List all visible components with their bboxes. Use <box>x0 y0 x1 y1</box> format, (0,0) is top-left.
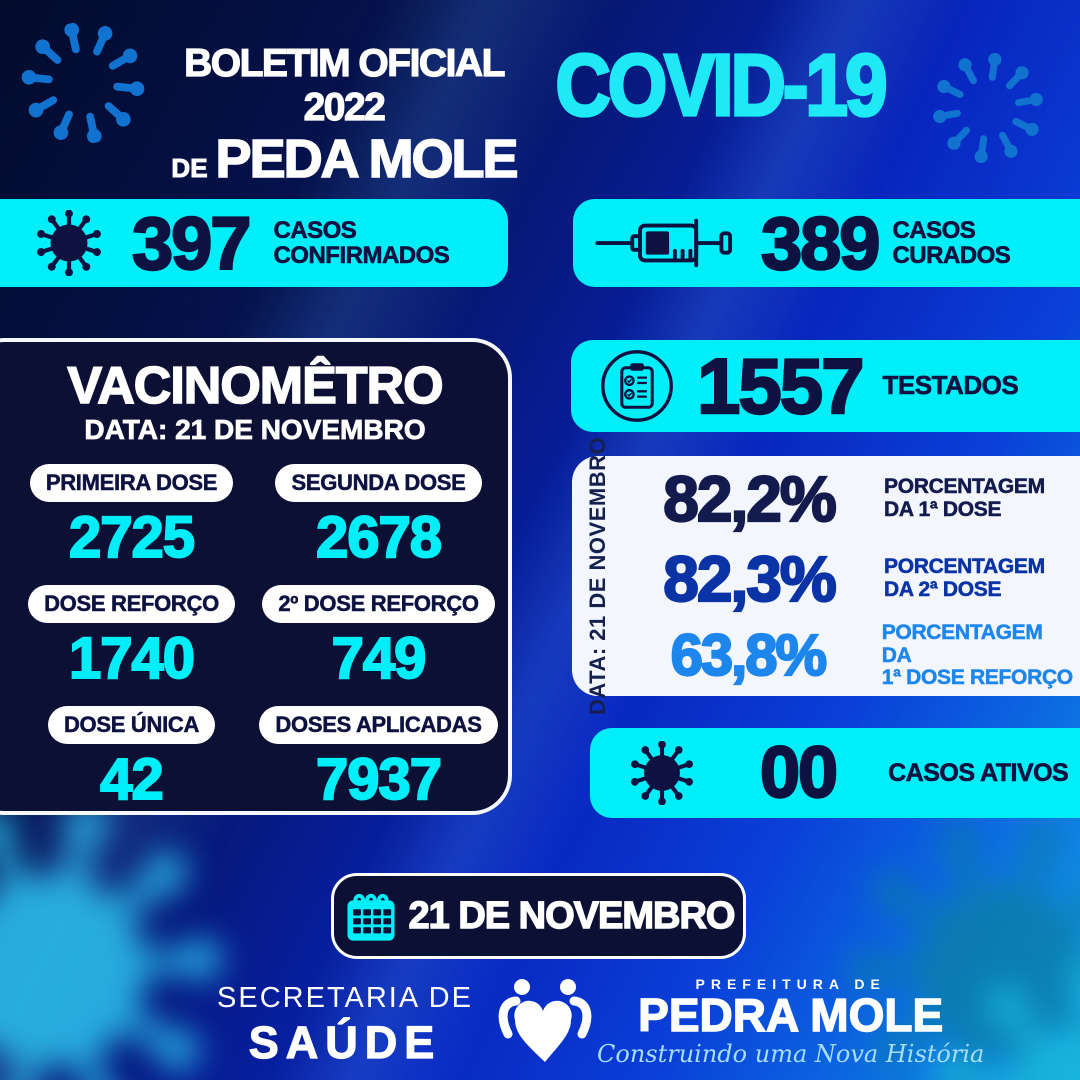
dose-label-badge: SEGUNDA DOSE <box>275 464 482 502</box>
dose-cell-reforco2: 2º DOSE REFORÇO 749 <box>255 585 502 692</box>
dose-value: 7937 <box>315 746 443 813</box>
dose-value: 1740 <box>68 625 196 692</box>
date-badge: 21 DE NOVEMBRO <box>331 873 746 959</box>
dose-cell-aplicadas: DOSES APLICADAS 7937 <box>255 706 502 813</box>
percentage-panel: DATA: 21 DE NOVEMBRO 82,2% PORCENTAGEM D… <box>572 436 1080 716</box>
dose-label-badge: DOSE REFORÇO <box>28 585 235 623</box>
percentage-row-1st-dose: 82,2% PORCENTAGEM DA 1ª DOSE <box>624 462 1076 536</box>
dose-value: 2725 <box>68 504 196 571</box>
vacinometro-date: DATA: 21 DE NOVEMBRO <box>84 414 426 446</box>
clipboard-check-icon <box>599 348 675 424</box>
confirmed-cases-value: 397 <box>131 200 253 285</box>
dose-label-badge: 2º DOSE REFORÇO <box>262 585 495 623</box>
vacinometro-title: VACINOMÊTRO <box>67 356 445 416</box>
secretaria-de-saude: SECRETARIA DE SAÚDE <box>170 982 520 1069</box>
logo-slogan: Construindo uma Nova História <box>597 1040 985 1068</box>
bulletin-title: BOLETIM OFICIAL 2022 DE PEDA MOLE <box>158 41 530 190</box>
active-cases-label: CASOS ATIVOS <box>888 758 1069 787</box>
percentage-label: PORCENTAGEM DA 1ª DOSE REFORÇO <box>881 620 1073 690</box>
dose-value: 2678 <box>315 504 443 571</box>
prefeitura-de-label: PREFEITURA DE <box>695 976 886 992</box>
vacinometro-panel: VACINOMÊTRO DATA: 21 DE NOVEMBRO PRIMEIR… <box>0 338 512 815</box>
prefeitura-logo: PREFEITURA DE PEDRA MOLE Construindo uma… <box>495 972 984 1072</box>
dose-value: 749 <box>331 625 428 692</box>
prefeitura-logo-text: PREFEITURA DE PEDRA MOLE Construindo uma… <box>597 976 984 1068</box>
confirmed-cases-label: CASOS CONFIRMADOS <box>273 216 450 269</box>
calendar-icon <box>343 888 399 944</box>
bulletin-title-city: PEDA MOLE <box>215 128 520 190</box>
syringe-icon <box>591 212 751 274</box>
percentage-row-2nd-dose: 82,3% PORCENTAGEM DA 2ª DOSE <box>624 542 1076 616</box>
dose-value: 42 <box>99 746 164 813</box>
dose-label-badge: DOSE ÚNICA <box>47 706 216 744</box>
dose-cell-primeira: PRIMEIRA DOSE 2725 <box>8 464 255 571</box>
percentage-rows: 82,2% PORCENTAGEM DA 1ª DOSE 82,3% PORCE… <box>624 456 1076 696</box>
bulletin-title-line2: DE PEDA MOLE <box>158 128 530 190</box>
secretaria-line1: SECRETARIA DE <box>217 982 473 1014</box>
secretaria-line2: SAÚDE <box>248 1016 442 1068</box>
percentage-value: 82,3% <box>662 542 838 616</box>
dose-grid: PRIMEIRA DOSE 2725 SEGUNDA DOSE 2678 DOS… <box>8 464 502 813</box>
percentage-value: 82,2% <box>662 462 838 536</box>
dose-cell-unica: DOSE ÚNICA 42 <box>8 706 255 813</box>
tested-value: 1557 <box>696 340 866 430</box>
confirmed-cases-bar: 397 CASOS CONFIRMADOS <box>0 199 508 287</box>
cured-cases-value: 389 <box>760 200 882 285</box>
tested-label: TESTADOS <box>882 370 1019 401</box>
virus-3d-illustration <box>926 45 1051 171</box>
pedra-mole-name: PEDRA MOLE <box>637 989 944 1041</box>
covid-19-title: COVID-19 <box>554 34 889 136</box>
dose-label-badge: DOSES APLICADAS <box>259 706 498 744</box>
bulletin-title-line1: BOLETIM OFICIAL 2022 <box>183 41 506 129</box>
percentage-label: PORCENTAGEM DA 2ª DOSE <box>884 555 1046 601</box>
percentage-value: 63,8% <box>670 622 829 689</box>
heart-people-logo-icon <box>495 972 595 1072</box>
percentage-label: PORCENTAGEM DA 1ª DOSE <box>884 475 1046 521</box>
virus-icon <box>630 741 694 805</box>
dose-cell-segunda: SEGUNDA DOSE 2678 <box>255 464 502 571</box>
cured-cases-label: CASOS CURADOS <box>892 216 1011 269</box>
percentage-row-booster: 63,8% PORCENTAGEM DA 1ª DOSE REFORÇO <box>624 620 1076 690</box>
virus-3d-illustration <box>11 11 156 156</box>
tested-bar: 1557 TESTADOS <box>571 340 1080 432</box>
cured-cases-bar: 389 CASOS CURADOS <box>573 199 1080 287</box>
percentage-side-date: DATA: 21 DE NOVEMBRO <box>585 436 610 716</box>
active-cases-bar: 00 CASOS ATIVOS <box>590 728 1080 818</box>
date-badge-text: 21 DE NOVEMBRO <box>408 894 736 937</box>
active-cases-value: 00 <box>759 732 839 814</box>
dose-label-badge: PRIMEIRA DOSE <box>29 464 234 502</box>
virus-icon <box>36 210 102 276</box>
dose-cell-reforco: DOSE REFORÇO 1740 <box>8 585 255 692</box>
bulletin-title-de: DE <box>171 152 208 183</box>
